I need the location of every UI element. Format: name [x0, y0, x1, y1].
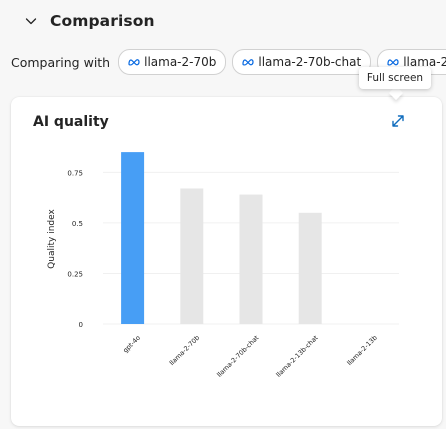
- model-chip-llama-2-70b[interactable]: llama-2-70b: [118, 49, 227, 75]
- section-title: Comparison: [50, 12, 155, 30]
- fullscreen-button[interactable]: [389, 112, 407, 130]
- model-chip-label: llama-2-70b: [144, 55, 217, 69]
- y-axis-label: Quality index: [47, 209, 57, 269]
- bar-llama-2-70b: [180, 188, 204, 324]
- comparing-with-label: Comparing with: [11, 54, 111, 70]
- bar-llama-2-13b-chat: [298, 212, 322, 324]
- x-tick-label: llama-2-13b-chat: [275, 333, 320, 378]
- y-tick-label: 0.75: [67, 169, 83, 177]
- meta-logo-icon: [242, 59, 254, 66]
- model-chip-llama-2-70b-chat[interactable]: llama-2-70b-chat: [232, 49, 372, 75]
- expand-icon: [392, 115, 404, 127]
- model-chip-label: llama-2-13: [403, 55, 446, 69]
- x-tick-label: gpt-4o: [121, 334, 142, 355]
- bar-llama-2-70b-chat: [239, 194, 263, 324]
- bar-gpt-4o: [121, 152, 145, 324]
- meta-logo-icon: [128, 59, 140, 66]
- ai-quality-card: 0 0.25 0.5 0.75 Quality index gpt-4o llama-2-7…: [11, 97, 442, 426]
- fullscreen-tooltip: Full screen: [359, 67, 431, 89]
- x-tick-label: llama-2-70b-chat: [215, 333, 260, 378]
- chevron-down-icon: [25, 18, 37, 25]
- y-tick-label: 0.5: [72, 220, 83, 228]
- comparison-section-toggle[interactable]: Comparison: [24, 9, 155, 33]
- model-chip-label: llama-2-70b-chat: [258, 55, 362, 69]
- x-tick-label: llama-2-13b: [345, 334, 378, 367]
- ai-quality-bar-chart: 0 0.25 0.5 0.75 Quality index gpt-4o llama-2-7…: [47, 152, 399, 379]
- y-tick-label: 0: [79, 321, 83, 329]
- x-tick-label: llama-2-70b: [168, 334, 201, 367]
- card-title: AI quality: [33, 114, 109, 130]
- meta-logo-icon: [387, 59, 399, 66]
- y-tick-label: 0.25: [67, 270, 83, 278]
